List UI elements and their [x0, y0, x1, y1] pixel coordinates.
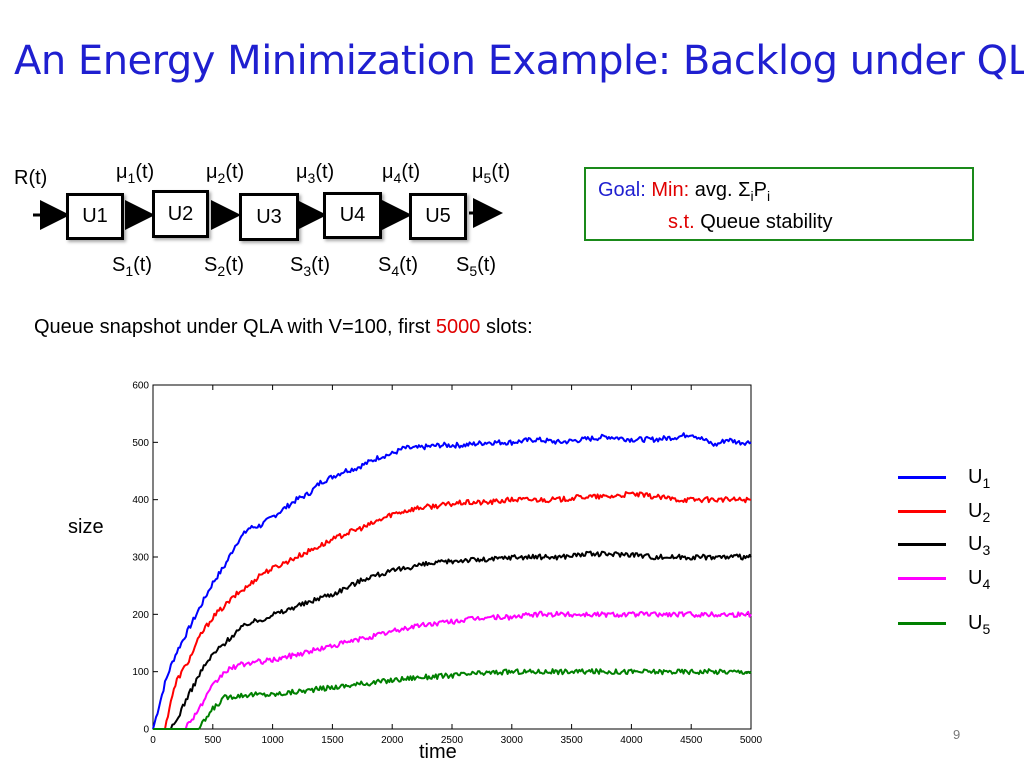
objective-text: avg. ΣiPi [694, 179, 771, 204]
series-line-u1 [152, 432, 752, 730]
goal-constraint-line: s.t. Queue stability [668, 211, 833, 234]
x-axis-label: time [419, 741, 457, 763]
constraint-text: Queue stability [700, 211, 833, 233]
x-tick-label: 5000 [740, 735, 763, 746]
y-axis-label: size [68, 516, 104, 538]
service-rate-label-1: μ1(t) [116, 161, 155, 186]
x-tick-label: 2000 [381, 735, 404, 746]
y-tick-label: 500 [132, 438, 149, 449]
series-line-u4 [153, 610, 752, 730]
legend-line-u3 [898, 543, 946, 546]
legend-label-u1: U1 [968, 466, 991, 491]
x-tick-label: 3000 [501, 735, 524, 746]
x-tick-label: 0 [150, 735, 156, 746]
x-tick-label: 1000 [261, 735, 284, 746]
legend-label-u3: U3 [968, 533, 991, 558]
channel-state-label-2: S2(t) [204, 254, 245, 279]
channel-state-label-5: S5(t) [456, 254, 497, 279]
y-tick-label: 300 [132, 553, 149, 564]
x-tick-label: 2500 [441, 735, 464, 746]
slide-title: An Energy Minimization Example: Backlog … [14, 38, 1024, 84]
y-tick-label: 400 [132, 495, 149, 506]
queue-box-u1: U1 [66, 193, 124, 240]
x-tick-label: 4000 [620, 735, 643, 746]
series-line-u2 [153, 491, 752, 730]
goal-box: Goal: Min: avg. ΣiPi s.t. Queue stabilit… [584, 167, 974, 241]
queue-box-u3: U3 [239, 193, 299, 241]
legend-line-u4 [898, 577, 946, 580]
legend-line-u2 [898, 510, 946, 513]
queue-box-u4: U4 [323, 192, 382, 239]
y-tick-label: 200 [132, 610, 149, 621]
y-tick-label: 0 [143, 725, 149, 736]
queue-box-u2: U2 [152, 190, 209, 238]
service-rate-label-3: μ3(t) [296, 161, 335, 186]
subject-to-word: s.t. [668, 211, 695, 233]
goal-objective-line: Goal: Min: avg. ΣiPi [598, 179, 770, 204]
series-line-u5 [153, 668, 752, 730]
arrival-label: R(t) [14, 167, 48, 189]
page-number: 9 [953, 727, 961, 742]
series-line-u3 [153, 550, 752, 730]
service-rate-label-4: μ4(t) [382, 161, 421, 186]
x-tick-label: 3500 [560, 735, 583, 746]
queue-box-u5: U5 [409, 193, 467, 240]
x-tick-label: 500 [204, 735, 221, 746]
channel-state-label-4: S4(t) [378, 254, 419, 279]
goal-word: Goal: [598, 179, 646, 201]
legend-label-u2: U2 [968, 500, 991, 525]
legend-label-u4: U4 [968, 567, 991, 592]
channel-state-label-1: S1(t) [112, 254, 153, 279]
min-word: Min: [651, 179, 690, 201]
x-tick-label: 1500 [321, 735, 344, 746]
caption-slot-count: 5000 [435, 316, 481, 338]
channel-state-label-3: S3(t) [290, 254, 331, 279]
legend-line-u1 [898, 476, 946, 479]
y-tick-label: 100 [132, 667, 149, 678]
y-tick-label: 600 [132, 381, 149, 392]
legend-label-u5: U5 [968, 612, 991, 637]
snapshot-caption: Queue snapshot under QLA with V=100, fir… [34, 316, 533, 338]
legend-line-u5 [898, 622, 946, 625]
service-rate-label-5: μ5(t) [472, 161, 511, 186]
x-tick-label: 4500 [680, 735, 703, 746]
service-rate-label-2: μ2(t) [206, 161, 245, 186]
